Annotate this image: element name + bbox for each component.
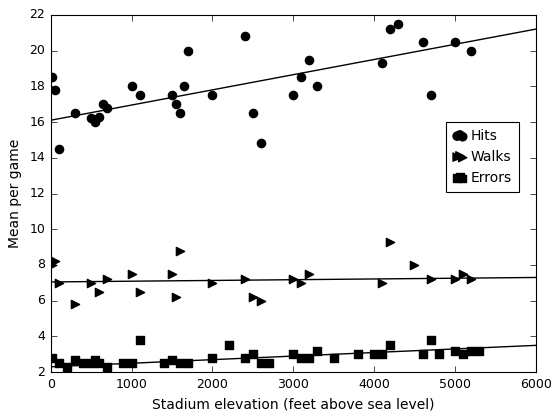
Errors xyxy=(329,354,338,361)
Walks xyxy=(171,294,180,300)
Walks xyxy=(240,276,249,283)
Errors xyxy=(450,347,459,354)
Errors xyxy=(54,360,63,367)
Walks xyxy=(410,262,419,268)
Errors xyxy=(119,360,128,367)
Errors xyxy=(305,354,314,361)
Walks xyxy=(54,279,63,286)
Walks xyxy=(297,279,306,286)
Errors xyxy=(353,351,362,358)
Hits xyxy=(50,87,59,93)
Hits xyxy=(466,47,475,54)
Y-axis label: Mean per game: Mean per game xyxy=(8,139,22,248)
Walks xyxy=(450,276,459,283)
Hits xyxy=(127,83,136,89)
Errors xyxy=(418,351,427,358)
Legend: Hits, Walks, Errors: Hits, Walks, Errors xyxy=(446,122,519,192)
Errors xyxy=(91,356,100,363)
Errors xyxy=(297,354,306,361)
Errors xyxy=(176,360,185,367)
Hits xyxy=(54,145,63,152)
Errors xyxy=(95,360,104,367)
Walks xyxy=(377,279,386,286)
Errors xyxy=(62,363,71,370)
Hits xyxy=(184,47,193,54)
Hits xyxy=(87,115,96,122)
Hits xyxy=(418,38,427,45)
Walks xyxy=(127,270,136,277)
Errors xyxy=(87,360,96,367)
Errors xyxy=(466,347,475,354)
Errors xyxy=(78,360,87,367)
Errors xyxy=(208,354,217,361)
Hits xyxy=(240,33,249,39)
Walks xyxy=(167,270,176,277)
Walks xyxy=(103,276,112,283)
Hits xyxy=(394,21,403,27)
Errors xyxy=(160,360,169,367)
Walks xyxy=(95,289,104,295)
Errors xyxy=(377,351,386,358)
Errors xyxy=(475,347,484,354)
Hits xyxy=(426,92,435,99)
Walks xyxy=(426,276,435,283)
Hits xyxy=(256,140,265,147)
Walks xyxy=(248,294,257,300)
Errors xyxy=(135,337,144,344)
Hits xyxy=(167,92,176,99)
Errors xyxy=(48,354,57,361)
Errors xyxy=(459,351,468,358)
Hits xyxy=(386,26,395,32)
Walks xyxy=(48,262,57,268)
Errors xyxy=(127,360,136,367)
Hits xyxy=(176,110,185,116)
Hits xyxy=(71,110,80,116)
Errors xyxy=(434,351,443,358)
Hits xyxy=(208,92,217,99)
Walks xyxy=(71,301,80,307)
Hits xyxy=(305,56,314,63)
Hits xyxy=(450,38,459,45)
Errors xyxy=(71,356,80,363)
X-axis label: Stadium elevation (feet above sea level): Stadium elevation (feet above sea level) xyxy=(152,398,435,412)
Walks xyxy=(208,279,217,286)
Hits xyxy=(289,92,298,99)
Walks xyxy=(256,297,265,304)
Hits xyxy=(48,74,57,81)
Walks xyxy=(289,276,298,283)
Errors xyxy=(224,342,233,349)
Hits xyxy=(180,83,189,89)
Hits xyxy=(248,110,257,116)
Errors xyxy=(103,363,112,370)
Walks xyxy=(176,247,185,254)
Errors xyxy=(248,351,257,358)
Walks xyxy=(50,258,59,265)
Errors xyxy=(386,342,395,349)
Hits xyxy=(377,60,386,66)
Walks xyxy=(135,289,144,295)
Errors xyxy=(313,347,322,354)
Errors xyxy=(426,337,435,344)
Hits xyxy=(297,74,306,81)
Errors xyxy=(240,354,249,361)
Hits xyxy=(171,101,180,108)
Errors xyxy=(264,360,273,367)
Errors xyxy=(289,351,298,358)
Errors xyxy=(256,360,265,367)
Hits xyxy=(313,83,322,89)
Errors xyxy=(184,360,193,367)
Hits xyxy=(103,105,112,111)
Hits xyxy=(91,119,100,126)
Walks xyxy=(466,276,475,283)
Walks xyxy=(386,239,395,245)
Hits xyxy=(135,92,144,99)
Walks xyxy=(459,270,468,277)
Errors xyxy=(167,356,176,363)
Walks xyxy=(87,279,96,286)
Walks xyxy=(305,270,314,277)
Errors xyxy=(370,351,379,358)
Hits xyxy=(99,101,108,108)
Hits xyxy=(95,113,104,120)
